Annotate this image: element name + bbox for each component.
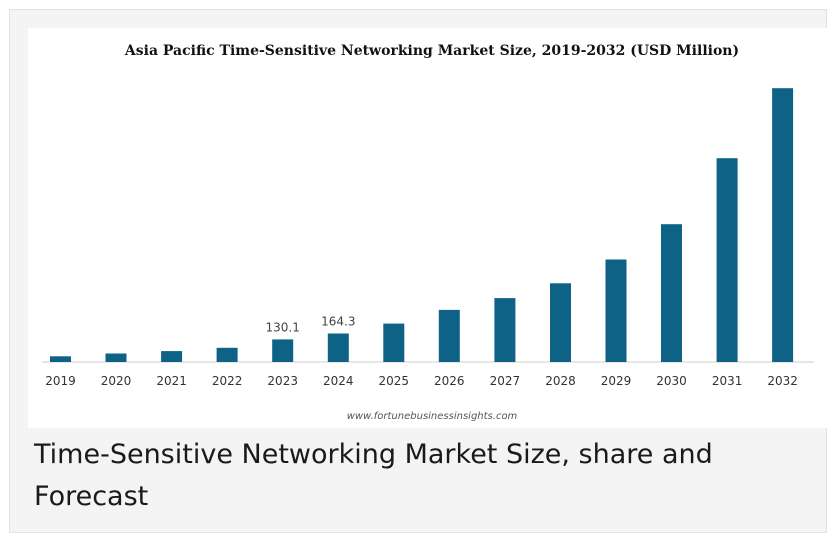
bar-2022: [216, 347, 238, 362]
x-tick-label-2030: 2030: [656, 374, 687, 388]
x-tick-label-2024: 2024: [323, 374, 354, 388]
x-tick-labels-group: 2019 2020 2021 2022 2023 2024 2025 2026 2027 2028…: [45, 374, 798, 388]
chart-caption: Time-Sensitive Networking Market Size, s…: [34, 439, 713, 512]
bar-2031: [716, 158, 738, 362]
bar-2027: [494, 298, 516, 362]
x-tick-label-2022: 2022: [212, 374, 243, 388]
x-tick-label-2028: 2028: [545, 374, 576, 388]
x-tick-label-2032: 2032: [767, 374, 798, 388]
bar-2021: [161, 351, 183, 362]
bar-2019: [50, 356, 71, 362]
bar-2032: [772, 88, 794, 362]
bar-2026: [438, 309, 460, 362]
data-labels-group: 130.1 164.3: [266, 315, 356, 335]
x-tick-label-2023: 2023: [267, 374, 298, 388]
bar-2024: [327, 333, 349, 362]
bar-2023: [272, 339, 294, 362]
x-tick-label-2025: 2025: [379, 374, 410, 388]
bar-2030: [661, 224, 682, 362]
chart-panel: Asia Pacific Time-Sensitive Networking M…: [28, 28, 828, 428]
chart-title: Asia Pacific Time-Sensitive Networking M…: [124, 43, 739, 59]
x-tick-label-2031: 2031: [712, 374, 743, 388]
x-tick-label-2020: 2020: [101, 374, 132, 388]
source-credit: www.fortunebusinessinsights.com: [347, 411, 518, 422]
data-label-2023: 130.1: [266, 320, 300, 334]
bar-2025: [383, 323, 405, 362]
bar-2029: [605, 259, 627, 362]
bar-chart: Asia Pacific Time-Sensitive Networking M…: [42, 43, 814, 422]
x-tick-label-2021: 2021: [156, 374, 187, 388]
data-label-2024: 164.3: [321, 315, 355, 329]
x-tick-label-2019: 2019: [45, 374, 76, 388]
x-tick-label-2026: 2026: [434, 374, 465, 388]
chart-card: Asia Pacific Time-Sensitive Networking M…: [9, 9, 828, 533]
x-tick-label-2029: 2029: [601, 374, 632, 388]
bar-2020: [105, 353, 127, 362]
bars-group: [50, 88, 794, 362]
x-tick-label-2027: 2027: [490, 374, 521, 388]
bar-2028: [550, 283, 571, 362]
